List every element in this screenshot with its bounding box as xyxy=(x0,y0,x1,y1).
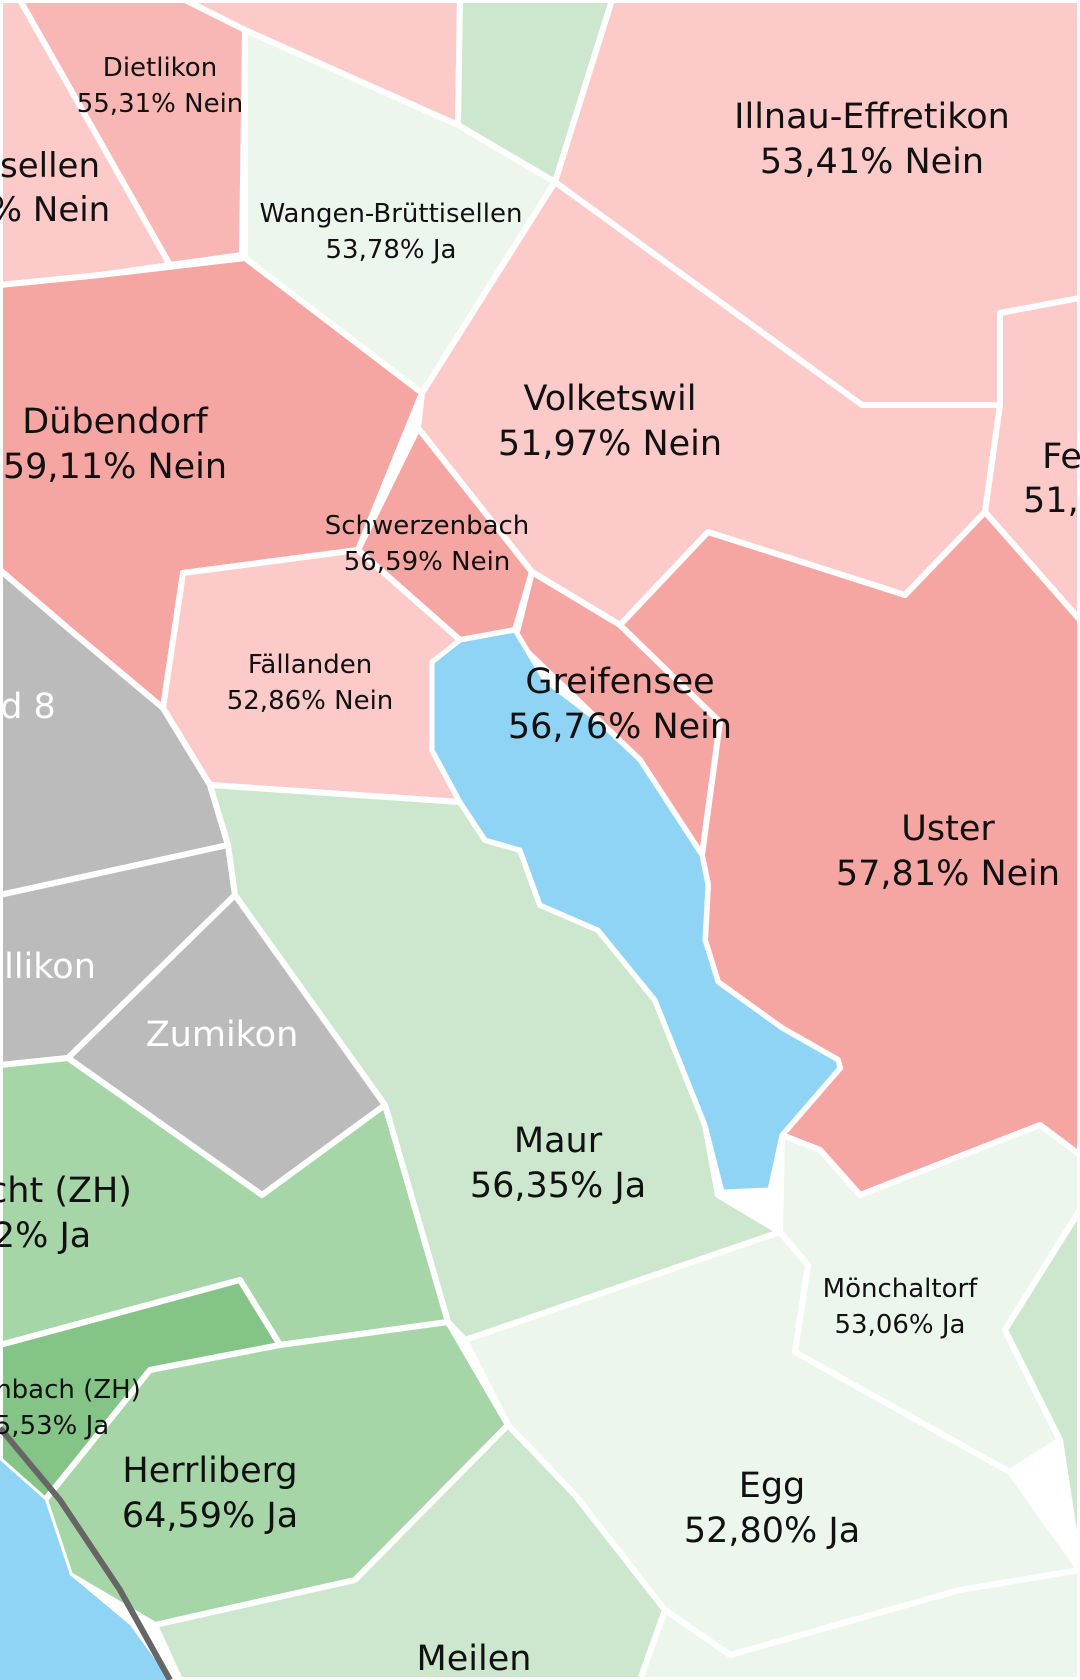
label-wangen-name: Wangen-Brüttisellen xyxy=(260,199,523,229)
lake-zurich xyxy=(0,1460,170,1680)
label-moenchaltorf-name: Mönchaltorf xyxy=(823,1274,979,1304)
label-uster-result: 57,81% Nein xyxy=(836,854,1060,894)
label-kuesnacht-result: 2% Ja xyxy=(0,1216,91,1256)
label-erlenbach-name: nbach (ZH) xyxy=(0,1375,141,1405)
label-dietlikon-name: Dietlikon xyxy=(103,53,217,83)
label-duebendorf-result: 59,11% Nein xyxy=(3,447,227,487)
label-duebendorf-name: Dübendorf xyxy=(22,402,208,442)
label-schwerzenbach-name: Schwerzenbach xyxy=(325,511,530,541)
region-east-green[interactable] xyxy=(1002,1207,1080,1573)
labels: Dietlikon 55,31% Nein sellen % Nein Wang… xyxy=(0,53,1080,1679)
label-wangen-result: 53,78% Ja xyxy=(325,235,456,265)
label-moenchaltorf-result: 53,06% Ja xyxy=(834,1310,965,1340)
label-zollikon-name: llikon xyxy=(4,947,96,987)
label-herrliberg-name: Herrliberg xyxy=(122,1451,297,1491)
label-illnau-result: 53,41% Nein xyxy=(760,142,984,182)
label-egg-result: 52,80% Ja xyxy=(684,1511,860,1551)
label-meilen-name: Meilen xyxy=(417,1639,532,1679)
label-maur-name: Maur xyxy=(514,1121,603,1161)
label-erlenbach-result: 5,53% Ja xyxy=(0,1411,109,1441)
label-volketswil-result: 51,97% Nein xyxy=(498,424,722,464)
label-dietlikon-result: 55,31% Nein xyxy=(77,89,244,119)
label-maur-result: 56,35% Ja xyxy=(470,1166,646,1206)
label-volketswil-name: Volketswil xyxy=(524,379,697,419)
label-wallisellen-result: % Nein xyxy=(0,190,110,230)
lake-shore-line xyxy=(0,1426,173,1680)
label-greifensee-name: Greifensee xyxy=(525,662,714,702)
label-zumikon-name: Zumikon xyxy=(146,1015,299,1055)
label-greifensee-result: 56,76% Nein xyxy=(508,707,732,747)
label-fehraltorf-name: Fe xyxy=(1042,437,1080,477)
label-faellanden-name: Fällanden xyxy=(248,650,372,680)
label-fehraltorf-result: 51,2 xyxy=(1023,481,1080,521)
label-faellanden-result: 52,86% Nein xyxy=(227,686,394,716)
label-wallisellen-name: sellen xyxy=(0,146,100,186)
label-uster-name: Uster xyxy=(901,809,995,849)
greifensee-lake xyxy=(429,627,843,1195)
label-schwerzenbach-result: 56,59% Nein xyxy=(344,547,511,577)
label-illnau-name: Illnau-Effretikon xyxy=(734,97,1010,137)
label-kuesnacht-name: cht (ZH) xyxy=(0,1171,132,1211)
region-south-light[interactable] xyxy=(637,1567,1080,1680)
label-herrliberg-result: 64,59% Ja xyxy=(122,1496,298,1536)
label-kreis8-name: d 8 xyxy=(0,687,56,727)
label-egg-name: Egg xyxy=(739,1466,806,1506)
